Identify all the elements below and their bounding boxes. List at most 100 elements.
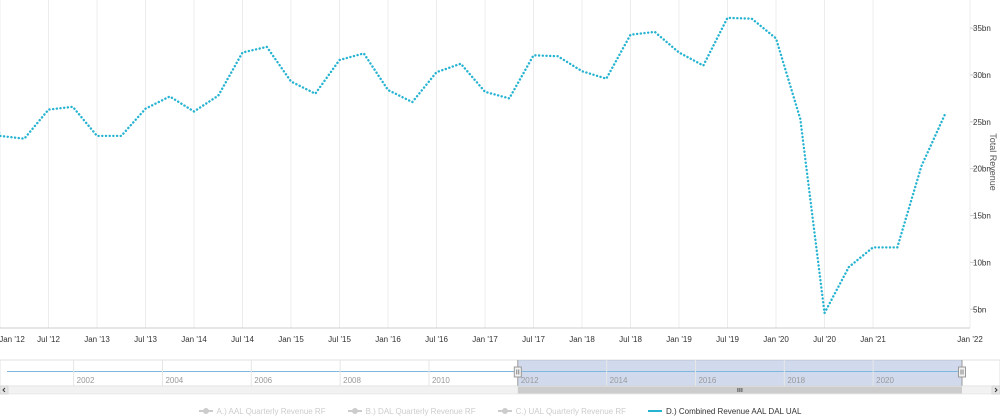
data-point[interactable]	[797, 116, 803, 122]
x-tick-label: Jan '20	[763, 335, 789, 344]
x-tick-label: Jul '12	[37, 335, 60, 344]
data-point[interactable]	[361, 50, 367, 56]
legend-label: D.) Combined Revenue AAL DAL UAL	[665, 406, 802, 416]
navigator-year-label: 2014	[610, 376, 628, 385]
data-point[interactable]	[579, 68, 585, 74]
y-tick-label: 25bn	[973, 118, 991, 127]
x-tick-label: Jan '21	[860, 335, 886, 344]
data-point[interactable]	[919, 163, 925, 169]
line-symbol-icon	[647, 407, 662, 415]
data-point[interactable]	[118, 133, 124, 139]
data-point[interactable]	[312, 91, 318, 97]
navigator-year-label: 2018	[787, 376, 805, 385]
data-point[interactable]	[773, 35, 779, 41]
navigator-year-label: 2016	[698, 376, 716, 385]
data-point[interactable]	[21, 136, 27, 142]
chevron-right-icon	[994, 387, 998, 393]
data-point[interactable]	[143, 106, 149, 112]
data-point[interactable]	[603, 76, 609, 82]
legend-label: A.) AAL Quarterly Revenue RF	[216, 406, 326, 416]
data-point[interactable]	[167, 94, 173, 100]
data-point[interactable]	[482, 89, 488, 95]
data-point[interactable]	[676, 49, 682, 55]
navigator-year-label: 2008	[343, 376, 361, 385]
x-tick-label: Jul '20	[813, 335, 836, 344]
data-point[interactable]	[725, 15, 731, 21]
y-tick-label: 30bn	[973, 71, 991, 80]
y-axis: 5bn 10bn 15bn 20bn 25bn 30bn 35bn	[970, 24, 991, 314]
data-point[interactable]	[506, 95, 512, 101]
data-point[interactable]	[458, 61, 464, 67]
data-point[interactable]	[894, 244, 900, 250]
data-point[interactable]	[749, 16, 755, 22]
x-tick-label: Jul '19	[716, 335, 739, 344]
legend-item[interactable]: B.) DAL Quarterly Revenue RF	[347, 406, 476, 416]
navigator-background	[0, 359, 1000, 387]
y-tick-label: 20bn	[973, 165, 991, 174]
navigator-year-label: 2002	[77, 376, 95, 385]
x-tick-label: Jul '18	[619, 335, 642, 344]
data-point[interactable]	[409, 99, 415, 105]
x-tick-label: Jan '12	[0, 335, 25, 344]
data-point[interactable]	[240, 49, 246, 55]
x-tick-label: Jan '17	[472, 335, 498, 344]
x-tick-label: Jan '13	[84, 335, 110, 344]
navigator-year-label: 2006	[254, 376, 272, 385]
navigator-handle-right[interactable]	[958, 366, 966, 378]
y-tick-label: 10bn	[973, 258, 991, 267]
data-point[interactable]	[288, 79, 294, 85]
data-point[interactable]	[943, 109, 949, 115]
x-tick-label: Jan '19	[666, 335, 692, 344]
scroll-left-button[interactable]	[0, 385, 9, 395]
x-tick-label: Jan '22	[957, 335, 983, 344]
x-tick-label: Jul '15	[328, 335, 351, 344]
x-tick-label: Jan '15	[278, 335, 304, 344]
grid-lines	[0, 0, 971, 328]
navigator-year-label: 2012	[521, 376, 539, 385]
data-point[interactable]	[555, 53, 561, 59]
chart-area: 5bn 10bn 15bn 20bn 25bn 30bn 35bn Jan '12 Jul '…	[0, 0, 1000, 395]
data-point[interactable]	[870, 244, 876, 250]
data-point[interactable]	[628, 32, 634, 38]
x-tick-label: Jul '17	[522, 335, 545, 344]
plot-series	[0, 15, 949, 316]
x-tick-label: Jan '16	[375, 335, 401, 344]
data-point[interactable]	[191, 109, 197, 115]
y-tick-label: 5bn	[973, 305, 986, 314]
data-point[interactable]	[846, 264, 852, 270]
legend-label: C.) UAL Quarterly Revenue RF	[515, 406, 626, 416]
navigator-handle-left[interactable]	[513, 366, 522, 378]
navigator-selected-range[interactable]	[517, 360, 962, 386]
data-point[interactable]	[70, 104, 76, 110]
navigator-year-label: 2010	[432, 376, 450, 385]
data-point[interactable]	[531, 52, 537, 58]
data-point[interactable]	[215, 93, 221, 99]
y-tick-label: 15bn	[973, 212, 991, 221]
x-axis: Jan '12 Jul '12 Jan '13 Jul '13 Jan '14 Jul '…	[0, 327, 983, 344]
x-tick-label: Jan '18	[569, 335, 595, 344]
scrollbar-track[interactable]	[0, 385, 1000, 395]
data-point[interactable]	[652, 29, 658, 35]
range-navigator[interactable]: 2002 2004 2006 2008 2010 2012 2014 2016 2018 2020	[0, 359, 1000, 395]
legend-label: B.) DAL Quarterly Revenue RF	[365, 406, 476, 416]
data-point[interactable]	[434, 69, 440, 75]
y-axis-title: Total Revenue	[988, 133, 998, 191]
navigator-year-label: 2004	[165, 376, 183, 385]
data-point[interactable]	[94, 133, 100, 139]
scroll-right-button[interactable]	[991, 385, 1000, 395]
data-point[interactable]	[822, 310, 828, 316]
data-point[interactable]	[337, 57, 343, 63]
series-line[interactable]	[0, 16, 947, 315]
data-point[interactable]	[385, 87, 391, 93]
navigator-year-label: 2020	[876, 376, 894, 385]
data-point[interactable]	[46, 107, 52, 113]
data-point[interactable]	[264, 44, 270, 50]
chevron-left-icon	[2, 387, 6, 393]
line-marker-icon	[347, 407, 362, 415]
data-point[interactable]	[0, 133, 3, 139]
legend-item[interactable]: D.) Combined Revenue AAL DAL UAL	[647, 406, 802, 416]
legend-item[interactable]: C.) UAL Quarterly Revenue RF	[497, 406, 626, 416]
line-marker-icon	[497, 407, 512, 415]
legend-item[interactable]: A.) AAL Quarterly Revenue RF	[198, 406, 326, 416]
data-point[interactable]	[700, 63, 706, 69]
